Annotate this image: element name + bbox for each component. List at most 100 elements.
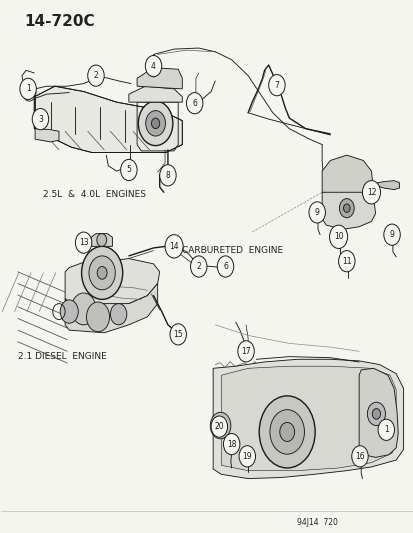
Circle shape bbox=[88, 65, 104, 86]
Circle shape bbox=[159, 165, 176, 186]
Circle shape bbox=[383, 224, 399, 245]
Text: 2: 2 bbox=[93, 71, 98, 80]
Circle shape bbox=[361, 181, 380, 204]
Polygon shape bbox=[377, 181, 399, 190]
Polygon shape bbox=[34, 86, 182, 152]
Text: 7: 7 bbox=[274, 80, 279, 90]
Circle shape bbox=[194, 262, 201, 271]
Circle shape bbox=[173, 328, 183, 341]
Circle shape bbox=[343, 204, 349, 213]
Circle shape bbox=[215, 419, 225, 432]
Circle shape bbox=[371, 409, 380, 419]
Circle shape bbox=[190, 99, 200, 111]
Text: 18: 18 bbox=[226, 440, 236, 449]
Circle shape bbox=[339, 199, 354, 217]
Circle shape bbox=[377, 419, 394, 440]
Circle shape bbox=[186, 93, 202, 114]
Text: 9: 9 bbox=[389, 230, 394, 239]
Text: 9: 9 bbox=[314, 208, 319, 217]
Text: 16: 16 bbox=[354, 452, 364, 461]
Text: 94J14  720: 94J14 720 bbox=[297, 518, 337, 527]
Circle shape bbox=[211, 416, 227, 437]
Circle shape bbox=[170, 241, 178, 252]
Circle shape bbox=[329, 225, 347, 248]
Polygon shape bbox=[65, 259, 159, 309]
Circle shape bbox=[86, 302, 109, 332]
Circle shape bbox=[221, 262, 228, 271]
Circle shape bbox=[151, 118, 159, 128]
Text: 1: 1 bbox=[383, 425, 388, 434]
Text: 1: 1 bbox=[26, 84, 31, 93]
Circle shape bbox=[91, 69, 103, 84]
Circle shape bbox=[138, 101, 173, 146]
Text: 13: 13 bbox=[78, 238, 88, 247]
Circle shape bbox=[380, 422, 392, 437]
Circle shape bbox=[342, 255, 353, 270]
Circle shape bbox=[97, 233, 107, 246]
Circle shape bbox=[71, 293, 96, 325]
Circle shape bbox=[312, 207, 322, 220]
Circle shape bbox=[170, 324, 186, 345]
Text: 5: 5 bbox=[126, 166, 131, 174]
Text: 8: 8 bbox=[165, 171, 170, 180]
Polygon shape bbox=[91, 233, 112, 246]
Circle shape bbox=[110, 304, 126, 325]
Circle shape bbox=[217, 256, 233, 277]
Circle shape bbox=[242, 449, 253, 464]
Circle shape bbox=[89, 256, 115, 290]
Circle shape bbox=[225, 435, 238, 453]
Polygon shape bbox=[213, 359, 403, 479]
Text: 10: 10 bbox=[333, 232, 342, 241]
Circle shape bbox=[259, 396, 314, 468]
Polygon shape bbox=[321, 155, 373, 192]
Circle shape bbox=[351, 446, 367, 467]
Circle shape bbox=[269, 410, 304, 454]
Circle shape bbox=[145, 55, 161, 77]
Text: 2.1 DIESEL  ENGINE: 2.1 DIESEL ENGINE bbox=[18, 352, 106, 361]
Text: 6: 6 bbox=[223, 262, 228, 271]
Circle shape bbox=[32, 109, 49, 130]
Circle shape bbox=[210, 413, 230, 439]
Text: 2.5L  &  4.0L  ENGINES: 2.5L & 4.0L ENGINES bbox=[43, 190, 145, 199]
Polygon shape bbox=[65, 284, 157, 333]
Text: 20: 20 bbox=[214, 422, 223, 431]
Circle shape bbox=[120, 159, 137, 181]
Text: 14: 14 bbox=[169, 242, 178, 251]
Circle shape bbox=[60, 300, 78, 323]
Text: 2: 2 bbox=[196, 262, 201, 271]
Circle shape bbox=[338, 251, 354, 272]
Circle shape bbox=[279, 422, 294, 441]
Circle shape bbox=[81, 246, 122, 300]
Circle shape bbox=[355, 449, 366, 464]
Text: 14-720C: 14-720C bbox=[24, 14, 95, 29]
Circle shape bbox=[165, 235, 183, 258]
Circle shape bbox=[308, 202, 325, 223]
Circle shape bbox=[123, 161, 135, 176]
Polygon shape bbox=[35, 128, 59, 142]
Polygon shape bbox=[321, 188, 375, 229]
Text: 19: 19 bbox=[242, 452, 252, 461]
Text: 4: 4 bbox=[151, 62, 156, 70]
Text: 15: 15 bbox=[173, 330, 183, 339]
Circle shape bbox=[97, 266, 107, 279]
Polygon shape bbox=[128, 86, 182, 102]
Text: 12: 12 bbox=[366, 188, 375, 197]
Polygon shape bbox=[221, 366, 395, 471]
Circle shape bbox=[238, 446, 255, 467]
Circle shape bbox=[223, 433, 239, 455]
Circle shape bbox=[145, 111, 165, 136]
Circle shape bbox=[332, 229, 346, 246]
Text: 6: 6 bbox=[192, 99, 197, 108]
Circle shape bbox=[237, 341, 254, 362]
Polygon shape bbox=[137, 68, 182, 89]
Circle shape bbox=[366, 402, 385, 425]
Circle shape bbox=[190, 256, 206, 277]
Circle shape bbox=[20, 78, 36, 100]
Text: 17: 17 bbox=[241, 347, 250, 356]
Text: 3: 3 bbox=[38, 115, 43, 124]
Circle shape bbox=[268, 75, 285, 96]
Text: 11: 11 bbox=[341, 257, 351, 265]
Circle shape bbox=[75, 232, 92, 253]
Polygon shape bbox=[358, 368, 397, 457]
Text: CARBURETED  ENGINE: CARBURETED ENGINE bbox=[182, 246, 283, 255]
